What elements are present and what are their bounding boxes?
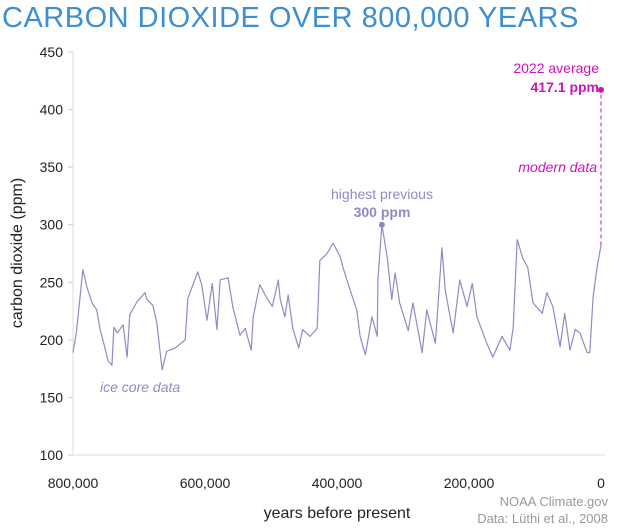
y-tick-label: 400: [40, 102, 64, 118]
y-tick-label: 250: [40, 274, 64, 290]
x-tick-label: 0: [597, 475, 605, 491]
y-tick-label: 100: [40, 447, 64, 463]
credit-source: NOAA Climate.gov: [499, 494, 608, 509]
ice-core-label: ice core data: [100, 379, 180, 395]
y-axis-label: carbon dioxide (ppm): [9, 178, 26, 328]
current-point-marker: [598, 86, 604, 93]
y-tick-label: 350: [40, 159, 64, 175]
y-tick-label: 300: [40, 217, 64, 233]
current-value: 417.1 ppm: [531, 79, 599, 95]
highest-previous-label: highest previous: [331, 186, 433, 202]
current-label: 2022 average: [513, 60, 599, 76]
x-tick-label: 600,000: [180, 475, 231, 491]
credit-data: Data: Lüthi et al., 2008: [477, 511, 608, 526]
modern-data-label: modern data: [518, 159, 597, 175]
highest-previous-marker: [378, 221, 385, 228]
highest-previous-value: 300 ppm: [354, 204, 411, 220]
chart-title: CARBON DIOXIDE OVER 800,000 YEARS: [2, 2, 579, 34]
series-ice-core-line: [72, 224, 602, 371]
x-tick-label: 200,000: [444, 475, 495, 491]
x-tick-label: 400,000: [312, 475, 363, 491]
x-axis-label: years before present: [264, 505, 411, 522]
y-tick-label: 450: [40, 44, 64, 60]
y-tick-label: 150: [40, 389, 64, 405]
x-tick-label: 800,000: [48, 475, 99, 491]
y-tick-label: 200: [40, 332, 64, 348]
